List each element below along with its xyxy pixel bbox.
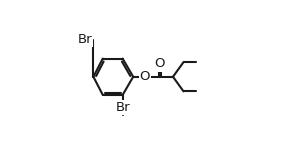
Text: Br: Br [115,101,130,114]
Text: Br: Br [78,33,92,46]
Text: O: O [140,70,150,83]
Text: O: O [155,57,165,70]
